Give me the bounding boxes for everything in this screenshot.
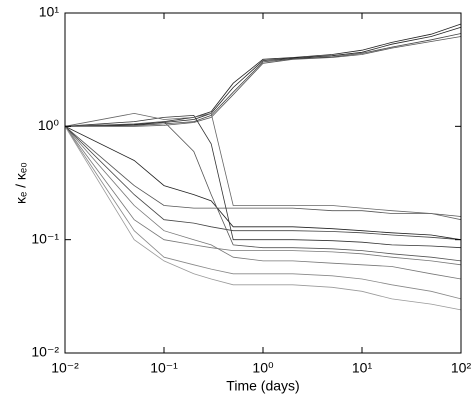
data-line [64, 126, 462, 311]
data-line [64, 126, 462, 266]
x-tick-label: 10² [451, 360, 472, 376]
x-tick-label: 10¹ [352, 360, 373, 376]
y-tick-label: 10¹ [39, 4, 60, 20]
y-tick-label: 10⁻¹ [31, 230, 59, 246]
data-line [64, 125, 462, 241]
data-line [64, 23, 462, 127]
data-line [64, 126, 462, 241]
x-tick-label: 10⁰ [252, 360, 274, 376]
y-axis-label: κₑ / κₑ₀ [13, 162, 29, 204]
data-line [65, 36, 462, 127]
data-line [64, 112, 462, 221]
data-line [64, 33, 462, 127]
x-tick-label: 10⁻² [51, 360, 79, 376]
y-tick-label: 10⁰ [38, 117, 60, 133]
data-line [64, 126, 462, 300]
data-line [64, 114, 462, 249]
y-tick-label: 10⁻² [31, 344, 59, 360]
data-line [64, 125, 462, 217]
data-line [64, 26, 462, 127]
plot-frame [64, 12, 462, 354]
data-line [64, 121, 462, 262]
x-axis-label: Time (days) [226, 378, 299, 394]
data-line [64, 126, 462, 280]
x-tick-label: 10⁻¹ [150, 360, 178, 376]
